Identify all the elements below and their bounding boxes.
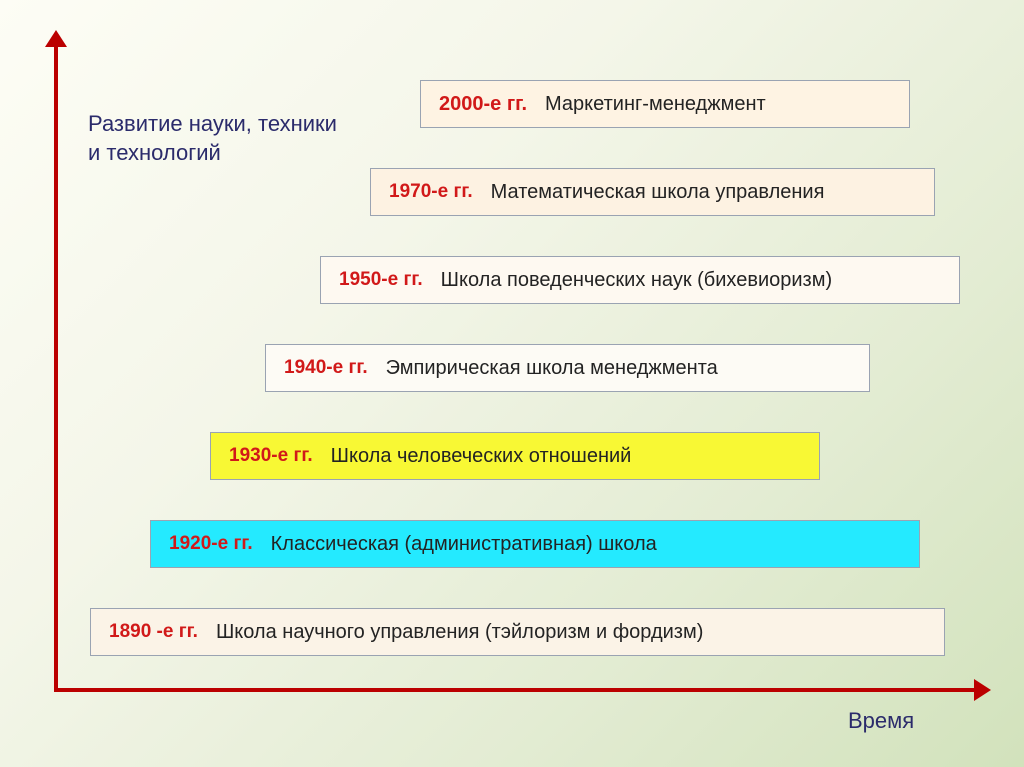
timeline-bar-label: Классическая (административная) школа — [271, 533, 657, 556]
timeline-bar-year: 2000-е гг. — [439, 93, 527, 116]
timeline-bar: 1890 -е гг. Школа научного управления (тэ… — [90, 608, 945, 656]
timeline-bar-label: Эмпирическая школа менеджмента — [386, 357, 718, 380]
timeline-bar-year: 1920-е гг. — [169, 533, 253, 555]
slide-root: Развитие науки, техники и технологий Вре… — [0, 0, 1024, 767]
timeline-bar: 1970-е гг. Математическая школа управлени… — [370, 168, 935, 216]
timeline-bar-year: 1950-е гг. — [339, 269, 423, 291]
y-axis-line — [54, 40, 58, 688]
timeline-bar-label: Школа научного управления (тэйлоризм и ф… — [216, 621, 703, 644]
timeline-bar: 2000-е гг. Маркетинг-менеджмент — [420, 80, 910, 128]
timeline-bar: 1950-е гг. Школа поведенческих наук (бихе… — [320, 256, 960, 304]
timeline-bar-year: 1970-е гг. — [389, 181, 473, 203]
y-axis-label: Развитие науки, техники и технологий — [88, 110, 337, 167]
timeline-bar-label: Школа поведенческих наук (бихевиоризм) — [441, 269, 832, 292]
timeline-bar-year: 1930-е гг. — [229, 445, 313, 467]
y-axis-label-line1: Развитие науки, техники — [88, 111, 337, 136]
timeline-bar: 1920-е гг. Классическая (административная… — [150, 520, 920, 568]
timeline-bar-year: 1940-е гг. — [284, 357, 368, 379]
y-axis-label-line2: и технологий — [88, 140, 221, 165]
timeline-bar: 1940-е гг. Эмпирическая школа менеджмента — [265, 344, 870, 392]
timeline-bar-label: Математическая школа управления — [491, 181, 825, 204]
x-axis-arrow — [974, 679, 991, 701]
y-axis-arrow — [45, 30, 67, 47]
timeline-bar-year: 1890 -е гг. — [109, 621, 198, 643]
x-axis-line — [54, 688, 980, 692]
timeline-bar-label: Маркетинг-менеджмент — [545, 93, 766, 116]
timeline-bar: 1930-е гг. Школа человеческих отношений — [210, 432, 820, 480]
x-axis-label: Время — [848, 708, 914, 734]
timeline-bar-label: Школа человеческих отношений — [331, 445, 632, 468]
